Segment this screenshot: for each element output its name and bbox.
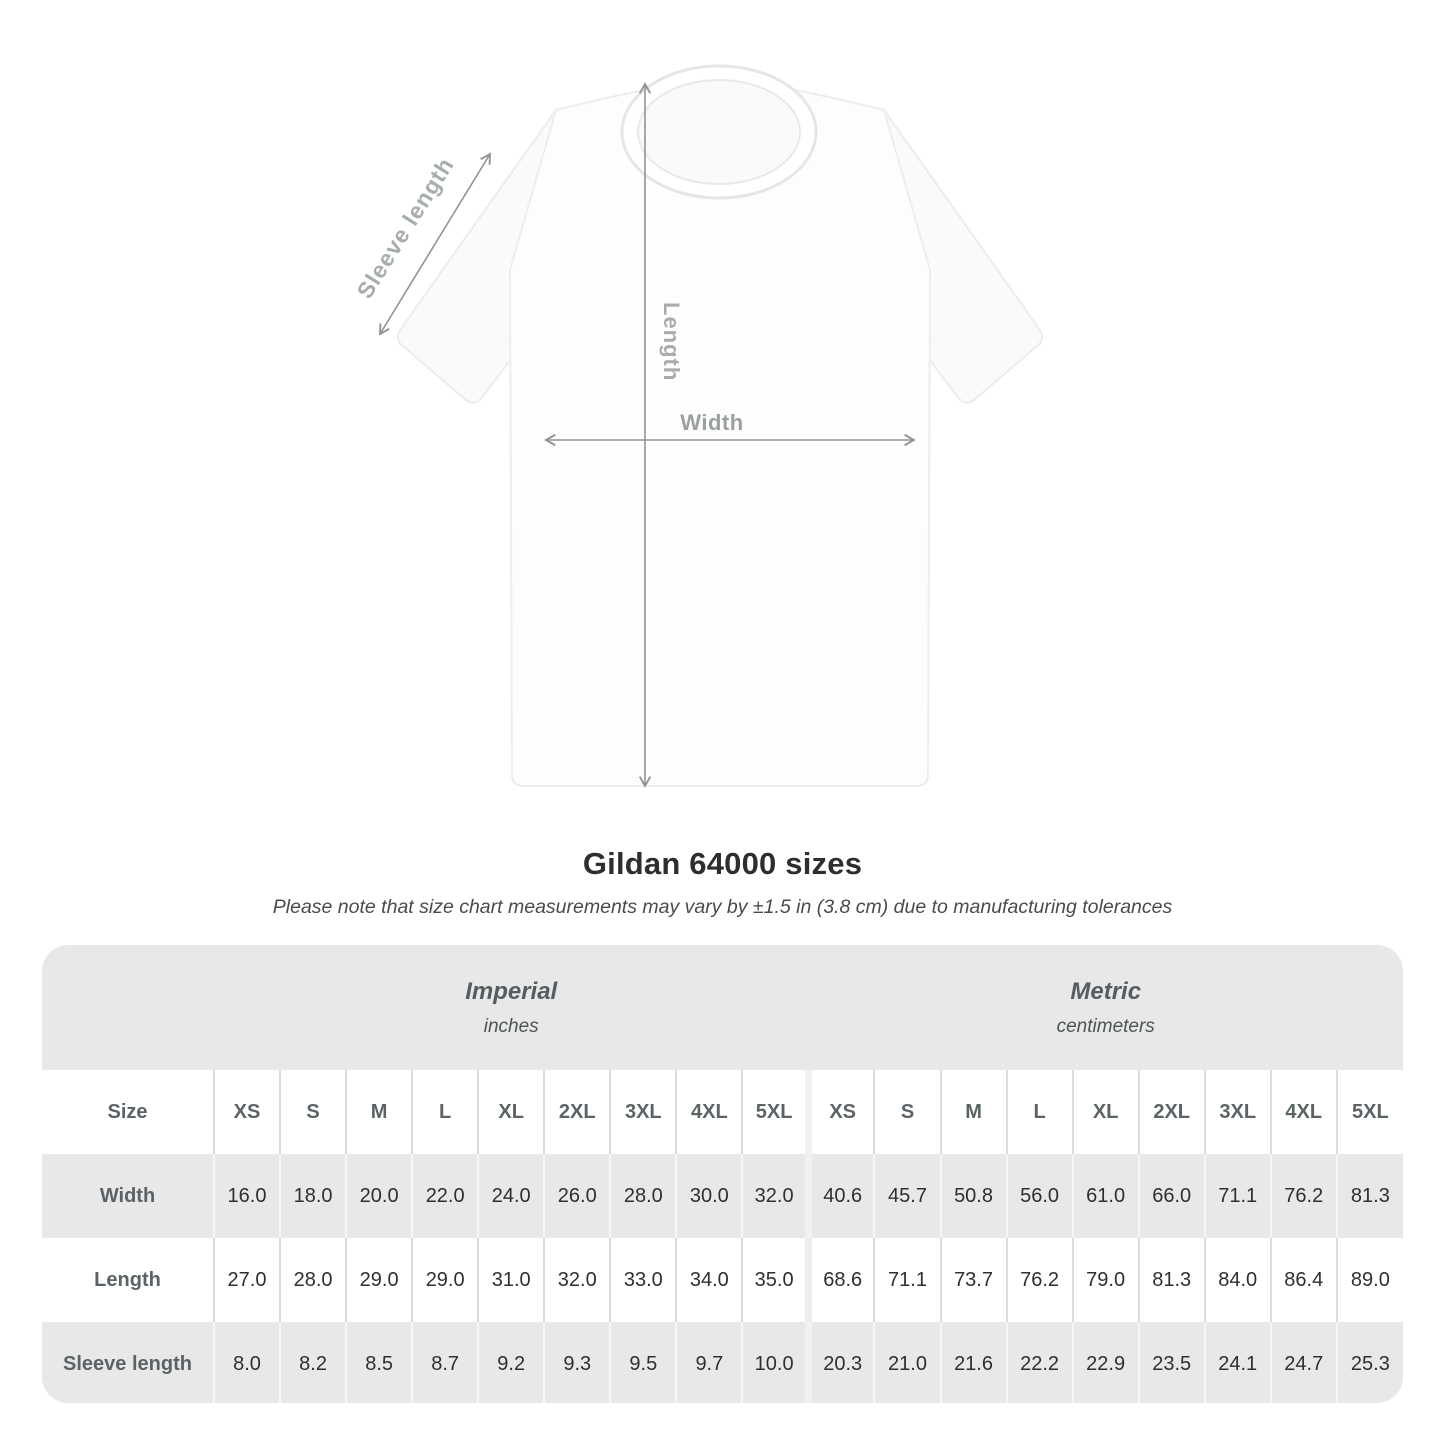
size-column-header: S [873, 1070, 941, 1154]
size-column-header: 5XL [1335, 1070, 1403, 1154]
size-column-header: 2XL [543, 1070, 611, 1154]
measurement-cell: 61.0 [1071, 1154, 1139, 1238]
measurement-cell: 79.0 [1071, 1238, 1139, 1322]
imperial-unit: inches [483, 1015, 539, 1037]
measurement-cell: 73.7 [939, 1238, 1007, 1322]
size-header-label: Size [42, 1070, 214, 1154]
measurement-cell: 8.5 [345, 1322, 413, 1403]
measurement-cell: 84.0 [1203, 1238, 1271, 1322]
measurement-cell: 28.0 [609, 1154, 677, 1238]
measurement-cell: 56.0 [1005, 1154, 1073, 1238]
row-label: Width [42, 1154, 214, 1238]
measurement-cell: 24.0 [477, 1154, 545, 1238]
measurement-cell: 25.3 [1335, 1322, 1403, 1403]
measurement-cell: 35.0 [741, 1238, 809, 1322]
table-row: Width 16.0 18.0 20.0 22.0 24.0 26.0 28.0 30.0 32.… [42, 1154, 1403, 1238]
measurement-cell: 9.7 [675, 1322, 743, 1403]
unit-band-row: Imperial inches Metric centimeters [42, 945, 1403, 1070]
size-column-header: XL [477, 1070, 545, 1154]
measurement-cell: 32.0 [741, 1154, 809, 1238]
size-table: Imperial inches Metric centimeters Size … [42, 945, 1403, 1403]
size-column-header: XL [1071, 1070, 1139, 1154]
measurement-cell: 76.2 [1269, 1154, 1337, 1238]
size-column-header: L [1005, 1070, 1073, 1154]
row-label: Length [42, 1238, 214, 1322]
measurement-cell: 22.2 [1005, 1322, 1073, 1403]
measurement-cell: 20.0 [345, 1154, 413, 1238]
size-column-header: XS [212, 1070, 281, 1154]
sleeve-length-arrow [379, 152, 491, 336]
size-header-row: Size XS S M L XL 2XL 3XL 4XL 5XL XS S M L XL 2XL 3XL 4XL… [42, 1070, 1403, 1154]
measurement-cell: 9.5 [609, 1322, 677, 1403]
page-title: Gildan 64000 sizes [582, 846, 863, 881]
measurement-cell: 18.0 [279, 1154, 347, 1238]
measurement-cell: 34.0 [675, 1238, 743, 1322]
measurement-cell: 30.0 [675, 1154, 743, 1238]
tolerance-note: Please note that size chart measurements… [272, 896, 1173, 918]
measurement-cell: 81.3 [1335, 1154, 1403, 1238]
measurement-cell: 9.2 [477, 1322, 545, 1403]
metric-unit: centimeters [1056, 1015, 1155, 1037]
measurement-cell: 68.6 [804, 1238, 875, 1322]
measurement-cell: 71.1 [1203, 1154, 1271, 1238]
measurement-cell: 24.1 [1203, 1322, 1271, 1403]
imperial-section-header: Imperial inches [214, 945, 809, 1070]
size-column-header: XS [804, 1070, 875, 1154]
measurement-cell: 21.6 [939, 1322, 1007, 1403]
measurement-cell: 45.7 [873, 1154, 941, 1238]
measurement-cell: 22.0 [411, 1154, 479, 1238]
imperial-label: Imperial [465, 977, 558, 1005]
tshirt-figure: Sleeve length Length Width [351, 64, 1044, 788]
measurement-cell: 8.2 [279, 1322, 347, 1403]
measurement-arrows [379, 82, 916, 788]
size-column-header: 5XL [741, 1070, 809, 1154]
measurement-cell: 86.4 [1269, 1238, 1337, 1322]
measurement-cell: 66.0 [1137, 1154, 1205, 1238]
band-corner [42, 945, 214, 1070]
size-column-header: 4XL [1269, 1070, 1337, 1154]
size-column-header: M [939, 1070, 1007, 1154]
measurement-cell: 33.0 [609, 1238, 677, 1322]
measurement-cell: 40.6 [804, 1154, 875, 1238]
measurement-cell: 20.3 [804, 1322, 875, 1403]
size-chart-table: Imperial inches Metric centimeters Size … [42, 945, 1403, 1403]
size-column-header: L [411, 1070, 479, 1154]
length-label: Length [659, 302, 684, 381]
measurement-cell: 29.0 [411, 1238, 479, 1322]
size-column-header: 3XL [609, 1070, 677, 1154]
metric-section-header: Metric centimeters [808, 945, 1403, 1070]
table-row: Length 27.0 28.0 29.0 29.0 31.0 32.0 33.0 34.0 35… [42, 1238, 1403, 1322]
width-label: Width [680, 410, 743, 435]
measurement-cell: 8.7 [411, 1322, 479, 1403]
measurement-cell: 28.0 [279, 1238, 347, 1322]
measurement-cell: 50.8 [939, 1154, 1007, 1238]
size-column-header: 2XL [1137, 1070, 1205, 1154]
metric-label: Metric [1070, 977, 1142, 1005]
measurement-cell: 32.0 [543, 1238, 611, 1322]
measurement-cell: 10.0 [741, 1322, 809, 1403]
row-label: Sleeve length [42, 1322, 214, 1403]
measurement-cell: 21.0 [873, 1322, 941, 1403]
table-row: Sleeve length 8.0 8.2 8.5 8.7 9.2 9.3 9.5 9.7 10.… [42, 1322, 1403, 1403]
measurement-cell: 22.9 [1071, 1322, 1139, 1403]
size-column-header: M [345, 1070, 413, 1154]
measurement-cell: 23.5 [1137, 1322, 1205, 1403]
measurement-cell: 26.0 [543, 1154, 611, 1238]
measurement-cell: 76.2 [1005, 1238, 1073, 1322]
measurement-cell: 24.7 [1269, 1322, 1337, 1403]
measurement-cell: 71.1 [873, 1238, 941, 1322]
tshirt-diagram-svg: Sleeve length Length Width [351, 64, 1044, 788]
size-column-header: 4XL [675, 1070, 743, 1154]
measurement-cell: 8.0 [212, 1322, 281, 1403]
measurement-cell: 29.0 [345, 1238, 413, 1322]
measurement-cell: 81.3 [1137, 1238, 1205, 1322]
measurement-cell: 31.0 [477, 1238, 545, 1322]
size-column-header: 3XL [1203, 1070, 1271, 1154]
measurement-cell: 89.0 [1335, 1238, 1403, 1322]
measurement-cell: 16.0 [212, 1154, 281, 1238]
measurement-cell: 9.3 [543, 1322, 611, 1403]
size-column-header: S [279, 1070, 347, 1154]
measurement-cell: 27.0 [212, 1238, 281, 1322]
